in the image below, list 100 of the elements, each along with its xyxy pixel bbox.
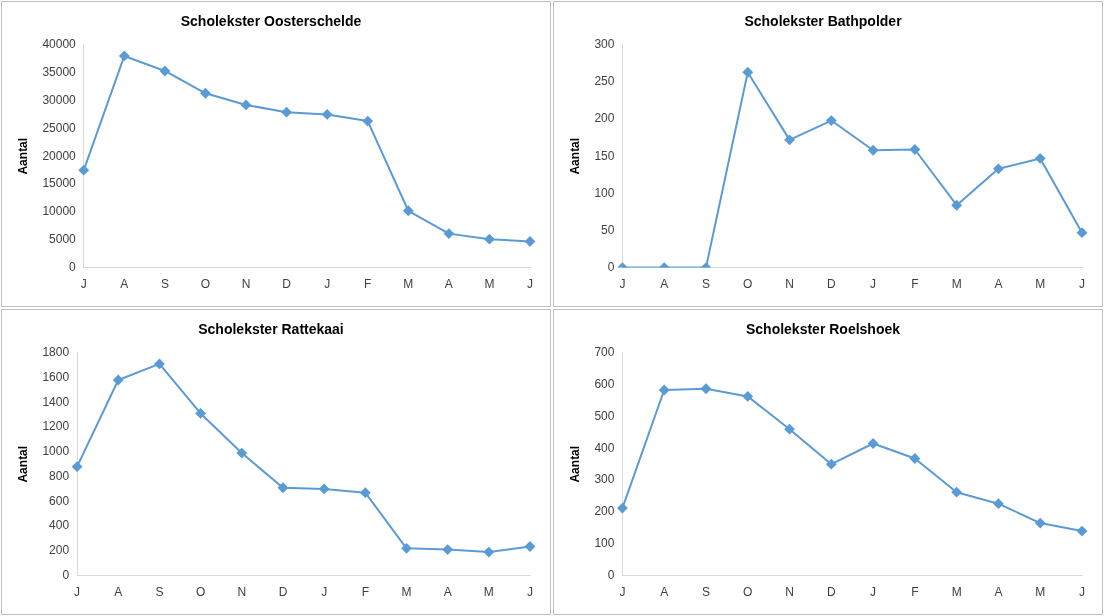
point bbox=[525, 236, 535, 247]
x-tick-label: J bbox=[619, 277, 626, 292]
x-tick-label: J bbox=[527, 277, 533, 292]
y-tick-label: 5000 bbox=[49, 232, 77, 247]
point bbox=[443, 228, 454, 239]
point bbox=[742, 391, 753, 402]
point bbox=[360, 487, 371, 498]
y-tick-label: 1800 bbox=[42, 345, 70, 360]
x-tick-label: J bbox=[1079, 277, 1085, 292]
x-tick-label: F bbox=[364, 277, 372, 292]
point bbox=[700, 383, 711, 394]
point bbox=[200, 88, 211, 99]
x-tick-label: M bbox=[403, 277, 414, 292]
y-tick-label: 0 bbox=[607, 567, 615, 582]
x-tick-label: J bbox=[74, 585, 81, 600]
x-tick-label: J bbox=[321, 585, 328, 600]
point bbox=[1077, 526, 1087, 537]
point bbox=[401, 543, 412, 554]
y-tick-label: 20000 bbox=[42, 148, 77, 163]
point bbox=[195, 408, 206, 419]
y-tick-label: 1200 bbox=[42, 419, 70, 434]
x-tick-label: J bbox=[619, 585, 626, 600]
x-tick-label: A bbox=[444, 277, 453, 292]
point bbox=[322, 109, 333, 120]
point bbox=[1035, 153, 1046, 164]
x-tick-label: N bbox=[785, 585, 794, 600]
y-axis-title: Aantal bbox=[567, 137, 582, 175]
point bbox=[868, 438, 879, 449]
y-tick-label: 150 bbox=[594, 148, 615, 163]
y-tick-label: 600 bbox=[594, 376, 615, 391]
y-axis-title: Aantal bbox=[15, 137, 30, 175]
point bbox=[784, 134, 795, 145]
point bbox=[119, 50, 130, 61]
point bbox=[241, 99, 252, 110]
x-tick-label: S bbox=[701, 277, 710, 292]
point bbox=[742, 67, 753, 78]
point bbox=[1035, 518, 1046, 529]
y-tick-label: 600 bbox=[49, 493, 70, 508]
x-tick-label: J bbox=[80, 277, 87, 292]
point bbox=[826, 115, 837, 126]
x-tick-label: F bbox=[911, 277, 919, 292]
point bbox=[993, 498, 1004, 509]
y-tick-label: 0 bbox=[69, 259, 77, 274]
y-tick-label: 200 bbox=[594, 504, 615, 519]
y-tick-label: 50 bbox=[601, 222, 615, 237]
y-tick-label: 0 bbox=[62, 567, 70, 582]
point bbox=[826, 459, 837, 470]
y-axis-title: Aantal bbox=[15, 445, 30, 483]
y-tick-label: 700 bbox=[594, 345, 615, 360]
point bbox=[993, 163, 1004, 174]
x-tick-label: O bbox=[743, 277, 753, 292]
x-tick-label: N bbox=[241, 277, 251, 292]
point bbox=[362, 116, 373, 127]
x-tick-label: O bbox=[743, 585, 753, 600]
point bbox=[909, 453, 920, 464]
x-tick-label: D bbox=[826, 277, 836, 292]
y-tick-label: 250 bbox=[594, 74, 615, 89]
x-tick-label: A bbox=[660, 277, 669, 292]
point bbox=[484, 234, 495, 245]
point bbox=[868, 145, 879, 156]
y-tick-label: 10000 bbox=[42, 204, 77, 219]
point bbox=[525, 541, 535, 552]
chart-title: Scholekster Rattekaai bbox=[198, 321, 344, 338]
point bbox=[1077, 227, 1087, 238]
y-tick-label: 300 bbox=[594, 472, 615, 487]
y-tick-label: 500 bbox=[594, 408, 615, 423]
y-tick-label: 40000 bbox=[42, 37, 77, 52]
x-tick-label: J bbox=[527, 585, 533, 600]
x-tick-label: S bbox=[701, 585, 710, 600]
y-tick-label: 400 bbox=[594, 440, 615, 455]
point bbox=[951, 487, 962, 498]
y-tick-label: 400 bbox=[49, 518, 70, 533]
chart-title: Scholekster Roelshoek bbox=[745, 321, 901, 338]
point bbox=[277, 482, 288, 493]
y-tick-label: 1400 bbox=[42, 394, 70, 409]
x-tick-label: S bbox=[160, 277, 169, 292]
x-tick-label: N bbox=[237, 585, 247, 600]
y-tick-label: 1000 bbox=[42, 444, 70, 459]
point bbox=[78, 165, 89, 176]
point bbox=[154, 358, 165, 369]
x-tick-label: S bbox=[155, 585, 164, 600]
x-tick-label: F bbox=[361, 585, 369, 600]
x-tick-label: O bbox=[195, 585, 206, 600]
x-tick-label: M bbox=[483, 585, 494, 600]
point bbox=[113, 375, 124, 386]
x-tick-label: M bbox=[1035, 585, 1046, 600]
point bbox=[403, 205, 414, 216]
x-tick-label: F bbox=[911, 585, 919, 600]
x-tick-label: O bbox=[200, 277, 211, 292]
point bbox=[236, 448, 247, 459]
y-tick-label: 300 bbox=[594, 37, 615, 52]
point bbox=[617, 503, 628, 514]
x-tick-label: M bbox=[1035, 277, 1046, 292]
y-tick-label: 200 bbox=[594, 111, 615, 126]
y-tick-label: 1600 bbox=[42, 369, 70, 384]
x-tick-label: D bbox=[282, 277, 292, 292]
chart-title: Scholekster Bathpolder bbox=[744, 13, 903, 30]
y-tick-label: 15000 bbox=[42, 176, 77, 191]
x-tick-label: J bbox=[870, 585, 877, 600]
point bbox=[442, 544, 453, 555]
